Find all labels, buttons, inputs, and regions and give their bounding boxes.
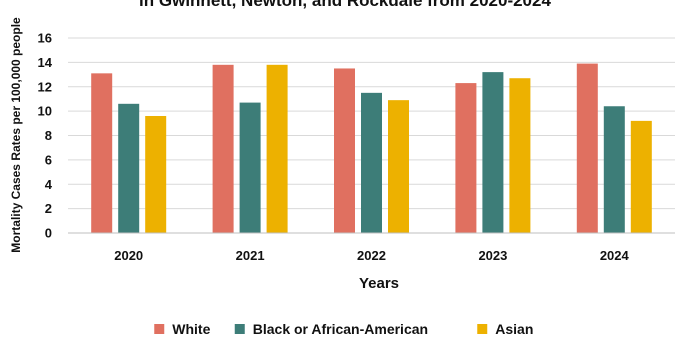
bar-white-2024 <box>576 63 598 233</box>
bar-white-2021 <box>212 64 234 233</box>
legend-label: White <box>172 321 210 337</box>
bar-asian-2024 <box>630 120 652 233</box>
bar-asian-2023 <box>509 78 531 233</box>
y-tick-label: 14 <box>38 55 53 70</box>
legend-swatch <box>154 324 165 334</box>
y-tick-label: 4 <box>45 177 53 192</box>
y-tick-label: 0 <box>45 226 52 241</box>
bar-white-2022 <box>334 68 355 233</box>
bar-white-2020 <box>91 73 113 233</box>
bars <box>91 63 652 233</box>
bar-white-2023 <box>455 83 477 233</box>
y-tick-label: 2 <box>45 201 52 216</box>
chart-title: in Gwinnett, Newton, and Rockdale from 2… <box>139 0 551 10</box>
x-tick-label: 2022 <box>357 248 386 263</box>
y-tick-label: 8 <box>45 128 52 143</box>
legend-swatch <box>477 324 488 334</box>
x-axis-label: Years <box>359 275 399 292</box>
y-tick-label: 12 <box>38 79 52 94</box>
x-tick-label: 2023 <box>478 248 507 263</box>
bar-black-or-african-american-2024 <box>603 106 625 233</box>
x-axis-ticks: 2020 2021 2022 2023 2024 <box>114 248 629 263</box>
legend: White Black or African-American Asian <box>154 321 533 337</box>
bar-asian-2020 <box>145 116 167 233</box>
y-tick-label: 6 <box>45 152 52 167</box>
bar-black-or-african-american-2022 <box>361 92 382 233</box>
legend-swatch <box>234 324 245 334</box>
bar-asian-2022 <box>388 100 409 233</box>
y-axis-label: Mortality Cases Rates per 100,000 people <box>9 17 23 253</box>
bar-black-or-african-american-2021 <box>239 102 261 233</box>
y-tick-label: 10 <box>38 104 52 119</box>
x-tick-label: 2021 <box>236 248 265 263</box>
legend-label: Asian <box>495 321 533 337</box>
x-tick-label: 2024 <box>600 248 630 263</box>
bar-asian-2021 <box>266 64 288 233</box>
legend-label: Black or African-American <box>253 321 428 337</box>
bar-black-or-african-american-2023 <box>482 72 504 233</box>
y-tick-label: 16 <box>38 31 52 46</box>
bar-black-or-african-american-2020 <box>118 103 140 233</box>
y-axis-ticks: 0 2 4 6 8 10 12 14 16 <box>38 31 53 241</box>
x-tick-label: 2020 <box>114 248 143 263</box>
